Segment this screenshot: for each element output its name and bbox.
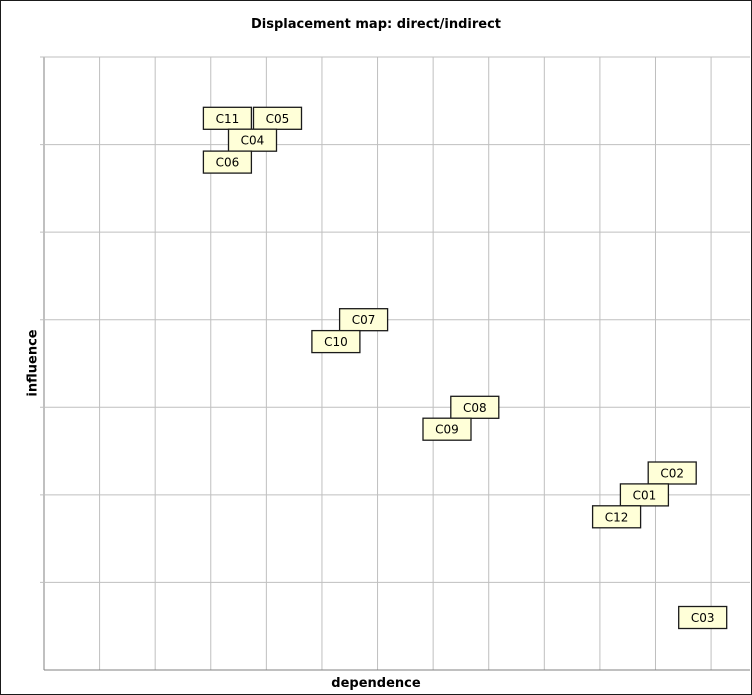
point-box [678,605,728,630]
point-box [202,150,253,174]
point-c07: C07 [338,308,389,332]
point-label: C07 [352,313,376,327]
point-box [647,461,697,485]
point-c03: C03 [678,605,728,630]
point-box [450,395,500,419]
point-c04: C04 [227,128,278,152]
point-label: C03 [691,611,715,625]
point-label: C10 [324,335,348,349]
point-label: C01 [633,488,657,502]
chart-title: Displacement map: direct/indirect [250,17,502,32]
point-label: C11 [216,112,240,126]
point-c08: C08 [450,395,500,419]
point-label: C06 [216,156,240,170]
point-c11: C11 [202,106,253,130]
point-c10: C10 [311,329,361,354]
point-label: C09 [435,423,459,437]
point-label: C12 [605,510,629,524]
point-box [338,308,389,332]
point-label: C08 [463,401,487,415]
point-box [619,483,670,507]
x-axis-label: dependence [331,676,421,691]
point-c05: C05 [252,106,303,130]
point-box [591,505,642,529]
point-c09: C09 [422,417,472,441]
point-c01: C01 [619,483,670,507]
point-box [202,106,253,130]
point-box [311,329,361,354]
point-label: C05 [266,112,290,126]
point-c12: C12 [591,505,642,529]
point-label: C02 [660,467,684,481]
point-box [422,417,472,441]
point-label: C04 [241,134,265,148]
grid [40,56,750,671]
point-c06: C06 [202,150,253,174]
point-c02: C02 [647,461,697,485]
point-box [227,128,278,152]
point-box [252,106,303,130]
